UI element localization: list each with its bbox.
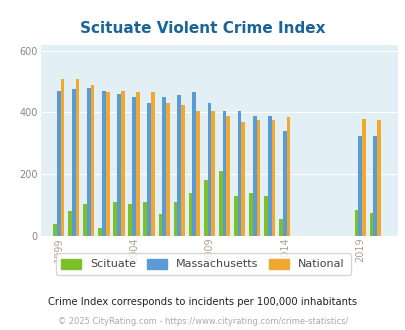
Bar — [263, 196, 267, 236]
Bar — [211, 111, 215, 236]
Bar — [83, 204, 87, 236]
Bar — [121, 91, 124, 236]
Bar — [158, 214, 162, 236]
Bar — [286, 117, 290, 236]
Bar — [358, 136, 361, 236]
Bar — [102, 91, 106, 236]
Bar — [136, 92, 139, 236]
Text: © 2025 CityRating.com - https://www.cityrating.com/crime-statistics/: © 2025 CityRating.com - https://www.city… — [58, 317, 347, 326]
Bar — [207, 103, 211, 236]
Bar — [233, 196, 237, 236]
Bar — [60, 79, 64, 236]
Bar — [361, 119, 365, 236]
Bar — [203, 181, 207, 236]
Bar — [106, 92, 109, 236]
Bar — [75, 79, 79, 236]
Bar — [256, 120, 260, 236]
Bar — [53, 224, 57, 236]
Bar — [72, 89, 75, 236]
Bar — [90, 85, 94, 236]
Text: Crime Index corresponds to incidents per 100,000 inhabitants: Crime Index corresponds to incidents per… — [48, 297, 357, 307]
Bar — [282, 131, 286, 236]
Bar — [57, 91, 60, 236]
Bar — [252, 115, 256, 236]
Bar — [177, 95, 181, 236]
Bar — [87, 88, 90, 236]
Bar — [222, 111, 226, 236]
Bar — [166, 103, 169, 236]
Bar — [241, 122, 245, 236]
Bar — [162, 97, 166, 236]
Text: Scituate Violent Crime Index: Scituate Violent Crime Index — [80, 20, 325, 36]
Bar — [181, 105, 185, 236]
Legend: Scituate, Massachusetts, National: Scituate, Massachusetts, National — [55, 253, 350, 275]
Bar — [98, 228, 102, 236]
Bar — [147, 103, 151, 236]
Bar — [143, 202, 147, 236]
Bar — [376, 120, 380, 236]
Bar — [173, 202, 177, 236]
Bar — [248, 193, 252, 236]
Bar — [68, 211, 72, 236]
Bar — [226, 115, 230, 236]
Bar — [188, 193, 192, 236]
Bar — [369, 213, 373, 236]
Bar — [113, 202, 117, 236]
Bar — [128, 204, 132, 236]
Bar — [132, 97, 136, 236]
Bar — [267, 115, 271, 236]
Bar — [196, 111, 200, 236]
Bar — [271, 120, 275, 236]
Bar — [192, 92, 196, 236]
Bar — [354, 210, 358, 236]
Bar — [373, 136, 376, 236]
Bar — [279, 219, 282, 236]
Bar — [151, 92, 154, 236]
Bar — [237, 111, 241, 236]
Bar — [218, 171, 222, 236]
Bar — [117, 94, 121, 236]
